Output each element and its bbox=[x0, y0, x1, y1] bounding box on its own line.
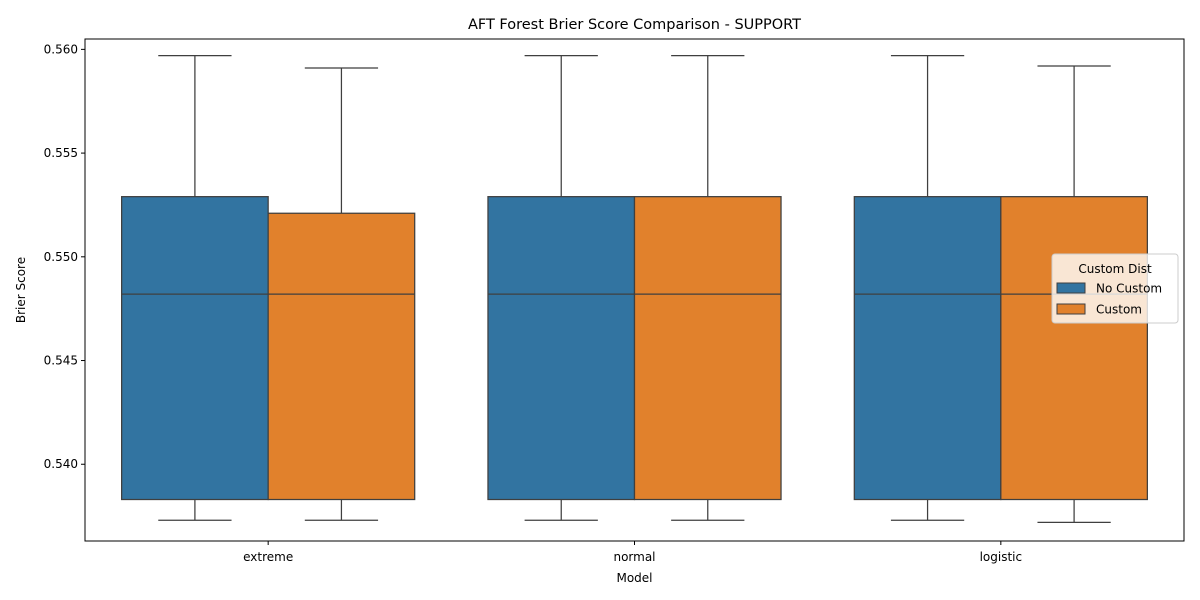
x-tick-label: normal bbox=[613, 550, 655, 564]
legend-entry: No Custom bbox=[1096, 282, 1162, 296]
box-normal-custom bbox=[633, 54, 782, 521]
box-body bbox=[487, 196, 636, 501]
legend-swatch bbox=[1056, 282, 1086, 294]
legend: Custom Dist No Custom Custom bbox=[1051, 253, 1179, 324]
x-axis-label: Model bbox=[616, 571, 652, 585]
x-tick-label: logistic bbox=[980, 550, 1023, 564]
x-tick-label: extreme bbox=[243, 550, 293, 564]
y-tick-label: 0.545 bbox=[44, 354, 78, 368]
plot-area: 0.540 0.545 0.550 0.555 0.560 extreme normal lo… bbox=[44, 38, 1185, 564]
box-body bbox=[1000, 196, 1148, 501]
box-body bbox=[853, 196, 1002, 501]
box-logistic-no-custom bbox=[853, 54, 1002, 521]
chart-title: AFT Forest Brier Score Comparison - SUPP… bbox=[468, 17, 801, 33]
legend-entry: Custom bbox=[1096, 303, 1142, 317]
box-body bbox=[267, 212, 416, 501]
y-tick-label: 0.540 bbox=[44, 457, 78, 471]
y-axis-label: Brier Score bbox=[14, 257, 28, 323]
box-extreme-custom bbox=[267, 67, 416, 521]
y-tick-label: 0.560 bbox=[44, 42, 78, 56]
y-tick-label: 0.550 bbox=[44, 250, 78, 264]
y-tick-label: 0.555 bbox=[44, 146, 78, 160]
box-normal-no-custom bbox=[487, 54, 636, 521]
legend-title: Custom Dist bbox=[1078, 262, 1152, 276]
box-logistic-custom bbox=[1000, 65, 1148, 523]
box-body bbox=[633, 196, 782, 501]
legend-swatch bbox=[1056, 303, 1086, 315]
box-extreme-no-custom bbox=[121, 54, 269, 521]
box-body bbox=[121, 196, 269, 501]
